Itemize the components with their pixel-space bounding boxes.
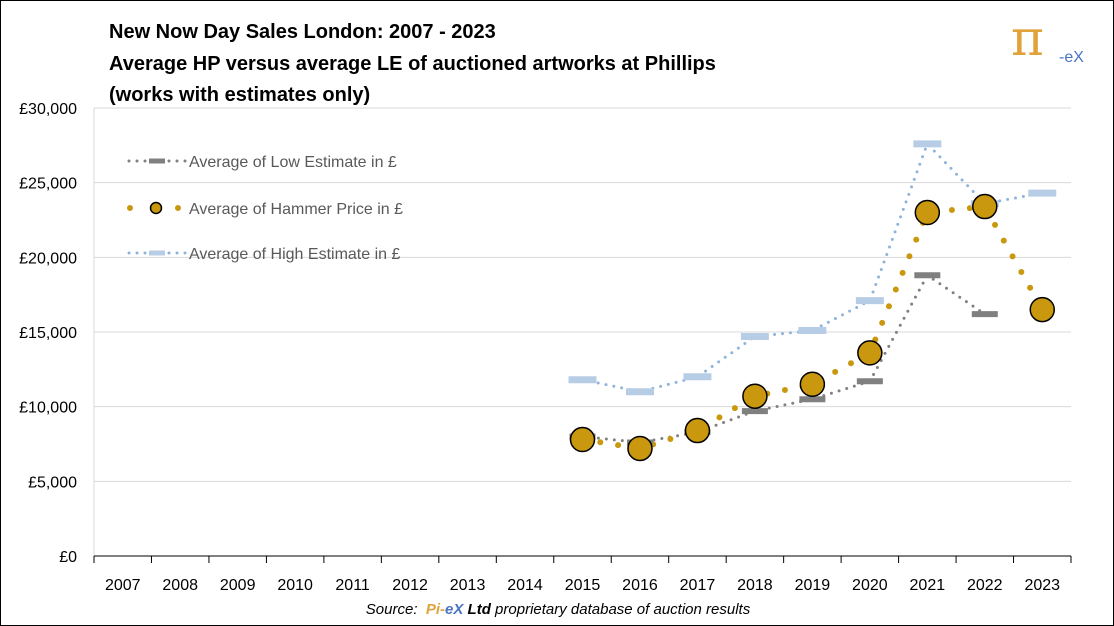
hammer-marker (742, 383, 768, 409)
source-brand-pi: Pi- (425, 601, 446, 618)
x-tick-label: 2008 (162, 577, 198, 594)
legend-label-hammer: Average of Hammer Price in £ (189, 201, 403, 218)
legend: Average of Low Estimate in £ Average of H… (127, 154, 403, 263)
x-tick-label: 2015 (565, 577, 601, 594)
x-tick-label: 2009 (220, 577, 256, 594)
x-tick-label: 2016 (622, 577, 658, 594)
x-tick-label: 2007 (105, 577, 141, 594)
x-tick-label: 2022 (967, 577, 1003, 594)
x-tick-label: 2018 (737, 577, 773, 594)
hammer-marker (684, 417, 711, 444)
hammer-marker (627, 435, 653, 462)
x-axis: 2007 2008 2009 2010 2011 2012 2013 2014 2015 2016… (93, 555, 1072, 594)
x-tick-label: 2020 (852, 577, 888, 594)
x-tick-label: 2011 (335, 577, 370, 594)
source-suffix: proprietary database of auction results (495, 601, 751, 618)
logo-ex-text: -eX (1059, 49, 1084, 66)
hammer-marker (914, 199, 941, 226)
legend-hammer-marker (149, 201, 163, 215)
hammer-marker (972, 193, 998, 220)
hammer-marker (1029, 296, 1056, 323)
y-axis-ticks: £0 £5,000 £10,000 £15,000 £20,000 £25,000 £30,… (19, 101, 77, 566)
source-brand-ltd: Ltd (467, 601, 491, 618)
hammer-marker (569, 426, 596, 453)
y-tick-label: £0 (59, 549, 77, 566)
x-tick-label: 2019 (795, 577, 831, 594)
series-layer (568, 140, 1057, 462)
y-tick-label: £10,000 (19, 400, 77, 417)
y-tick-label: £5,000 (28, 474, 77, 491)
hammer-marker (857, 340, 883, 366)
x-tick-label: 2014 (507, 577, 543, 594)
x-tick-label: 2012 (392, 577, 428, 594)
x-tick-label: 2010 (277, 577, 313, 594)
pi-ex-logo: π -eX (1011, 13, 1091, 79)
y-tick-label: £30,000 (19, 101, 77, 118)
series-line-high (581, 141, 1044, 394)
y-tick-label: £15,000 (19, 325, 77, 342)
logo-pi-glyph: π (1011, 9, 1044, 67)
x-tick-label: 2023 (1024, 577, 1060, 594)
gridlines (93, 107, 1071, 556)
hammer-marker (799, 371, 826, 398)
x-tick-label: 2017 (680, 577, 716, 594)
y-tick-label: £20,000 (19, 250, 77, 267)
chart-title-line-3: (works with estimates only) (109, 84, 371, 106)
x-tick-label: 2021 (910, 577, 946, 594)
y-tick-label: £25,000 (19, 176, 77, 193)
series-line-low (581, 273, 987, 445)
legend-label-low: Average of Low Estimate in £ (189, 154, 397, 171)
source-brand-ex: eX (445, 601, 464, 618)
legend-label-high: Average of High Estimate in £ (189, 246, 400, 263)
line-chart: £0 £5,000 £10,000 £15,000 £20,000 £25,000 £30,… (19, 101, 1072, 594)
x-tick-label: 2013 (450, 577, 486, 594)
source-note: Source: Pi-eX Ltd proprietary database o… (1, 601, 1114, 618)
source-prefix: Source: (365, 601, 418, 618)
chart-title-line-2: Average HP versus average LE of auctione… (109, 53, 716, 75)
chart-title-line-1: New Now Day Sales London: 2007 - 2023 (109, 21, 496, 43)
